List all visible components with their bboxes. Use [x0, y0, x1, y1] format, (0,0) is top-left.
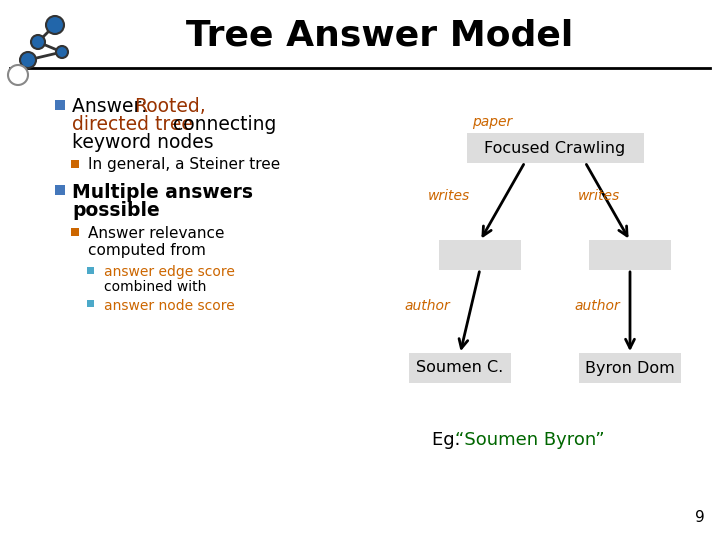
Text: Multiple answers: Multiple answers	[72, 183, 253, 201]
Circle shape	[20, 52, 36, 68]
Text: paper: paper	[472, 115, 513, 129]
Bar	[55, 185, 65, 195]
Text: computed from: computed from	[88, 242, 206, 258]
FancyBboxPatch shape	[439, 240, 521, 270]
FancyBboxPatch shape	[579, 353, 681, 383]
Bar	[55, 100, 65, 110]
FancyBboxPatch shape	[409, 353, 511, 383]
Text: answer node score: answer node score	[104, 299, 235, 313]
Text: Eg.: Eg.	[432, 431, 466, 449]
FancyBboxPatch shape	[467, 133, 644, 163]
Circle shape	[8, 65, 28, 85]
Bar	[87, 267, 94, 274]
Text: Soumen C.: Soumen C.	[416, 361, 503, 375]
Text: Byron Dom: Byron Dom	[585, 361, 675, 375]
Text: answer edge score: answer edge score	[104, 265, 235, 279]
Circle shape	[31, 35, 45, 49]
Text: Answer relevance: Answer relevance	[88, 226, 225, 241]
Text: keyword nodes: keyword nodes	[72, 133, 214, 152]
FancyBboxPatch shape	[589, 240, 671, 270]
Text: In general, a Steiner tree: In general, a Steiner tree	[88, 158, 280, 172]
Circle shape	[56, 46, 68, 58]
Bar	[71, 160, 79, 168]
Text: possible: possible	[72, 200, 160, 219]
Bar	[71, 228, 79, 236]
Text: writes: writes	[577, 190, 620, 204]
Bar	[87, 300, 94, 307]
Text: 9: 9	[696, 510, 705, 525]
Text: Focused Crawling: Focused Crawling	[485, 140, 626, 156]
Text: Tree Answer Model: Tree Answer Model	[186, 18, 574, 52]
Text: Rooted,: Rooted,	[134, 98, 206, 117]
Text: connecting: connecting	[167, 116, 276, 134]
Text: combined with: combined with	[104, 280, 207, 294]
Text: writes: writes	[428, 190, 470, 204]
Text: author: author	[404, 300, 450, 314]
Circle shape	[46, 16, 64, 34]
Text: directed tree: directed tree	[72, 116, 193, 134]
Text: author: author	[575, 300, 620, 314]
Text: “Soumen Byron”: “Soumen Byron”	[455, 431, 605, 449]
Text: Answer:: Answer:	[72, 98, 153, 117]
